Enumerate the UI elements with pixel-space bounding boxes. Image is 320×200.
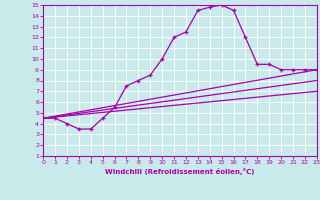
X-axis label: Windchill (Refroidissement éolien,°C): Windchill (Refroidissement éolien,°C) — [105, 168, 255, 175]
